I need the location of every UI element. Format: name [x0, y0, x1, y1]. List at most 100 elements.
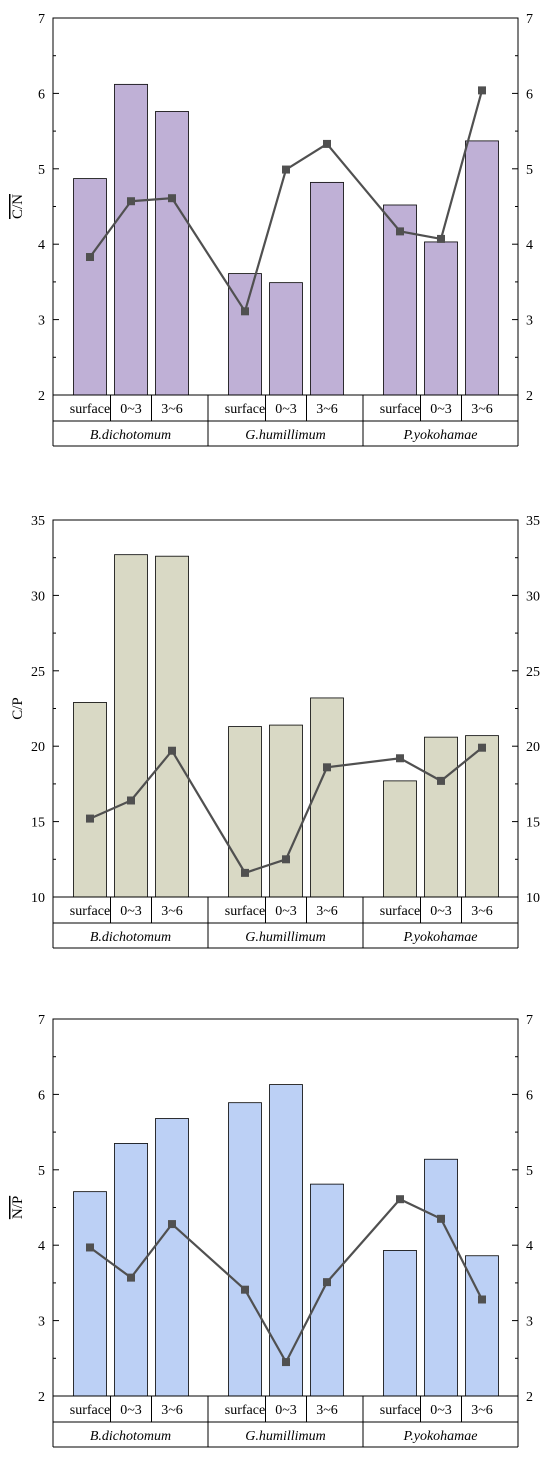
left-tick-label-2-4: 25: [31, 665, 45, 680]
line-point-1-8: [437, 234, 445, 243]
line-point-2-1: [86, 814, 94, 823]
line-point-1-6: [323, 139, 331, 148]
left-tick-label-1-2: 3: [38, 314, 45, 329]
line-point-2-8: [437, 776, 445, 785]
category-label-1-1: surface: [70, 402, 110, 417]
bar-3-3: [155, 1118, 189, 1397]
category-label-1-7: surface: [380, 402, 420, 417]
category-label-2-7: surface: [380, 904, 420, 919]
line-point-1-3: [168, 194, 176, 203]
right-tick-label-2-6: 35: [526, 514, 540, 529]
category-label-2-1: surface: [70, 904, 110, 919]
y-axis-label-3: N/P: [10, 1196, 26, 1219]
line-point-2-4: [241, 868, 249, 877]
left-tick-label-2-5: 30: [31, 589, 45, 604]
bar-2-5: [269, 724, 303, 898]
right-tick-label-3-1: 2: [526, 1390, 533, 1405]
category-label-1-2: 0~3: [120, 402, 142, 417]
left-tick-label-3-2: 3: [38, 1315, 45, 1330]
bar-1-7: [383, 204, 417, 396]
left-tick-label-2-6: 35: [31, 514, 45, 529]
left-tick-label-3-1: 2: [38, 1390, 45, 1405]
left-tick-label-3-6: 7: [38, 1013, 45, 1028]
group-label-1-2: G.humillimum: [245, 428, 326, 443]
bar-2-8: [424, 736, 458, 898]
line-point-1-2: [127, 197, 135, 206]
right-tick-label-2-1: 10: [526, 891, 540, 906]
left-tick-label-1-1: 2: [38, 389, 45, 404]
right-tick-label-1-6: 7: [526, 12, 533, 27]
line-point-3-5: [282, 1358, 290, 1367]
line-point-1-1: [86, 253, 94, 262]
category-label-2-6: 3~6: [316, 904, 338, 919]
chart-panel-3: 2 2 3 3 4 4 5 5 6 6 7 7 N/P surface 0~3 3~6 surface 0~3 3~…: [10, 1013, 533, 1448]
bar-1-6: [310, 181, 344, 396]
bar-1-9: [465, 140, 499, 396]
bar-2-6: [310, 697, 344, 898]
line-point-3-4: [241, 1285, 249, 1294]
right-tick-label-3-5: 6: [526, 1088, 533, 1103]
category-label-2-9: 3~6: [471, 904, 493, 919]
bar-1-8: [424, 241, 458, 396]
bar-1-2: [114, 83, 148, 396]
left-tick-label-1-6: 7: [38, 12, 45, 27]
bar-2-7: [383, 780, 417, 898]
chart-panel-1: 2 2 3 3 4 4 5 5 6 6 7 7 C/N surface 0~3 3~6 surface 0~3 3~…: [10, 12, 533, 447]
line-point-1-5: [282, 165, 290, 174]
left-tick-label-1-4: 5: [38, 163, 45, 178]
category-label-2-4: surface: [225, 904, 265, 919]
bar-3-5: [269, 1084, 303, 1397]
bar-2-1: [73, 702, 107, 898]
line-point-3-2: [127, 1273, 135, 1282]
left-tick-label-3-3: 4: [38, 1239, 45, 1254]
line-point-2-7: [396, 754, 404, 763]
bar-2-9: [465, 735, 499, 898]
line-point-2-6: [323, 763, 331, 772]
line-point-3-1: [86, 1243, 94, 1252]
category-label-3-8: 0~3: [430, 1403, 452, 1418]
group-label-2-3: P.yokohamae: [403, 930, 478, 945]
bar-3-1: [73, 1191, 107, 1397]
category-label-1-4: surface: [225, 402, 265, 417]
line-point-2-2: [127, 796, 135, 805]
right-tick-label-3-4: 5: [526, 1164, 533, 1179]
series-line-1: [89, 90, 484, 314]
category-label-2-3: 3~6: [161, 904, 183, 919]
right-tick-label-1-5: 6: [526, 87, 533, 102]
line-point-3-9: [478, 1295, 486, 1304]
line-point-3-8: [437, 1214, 445, 1223]
bar-3-4: [228, 1102, 262, 1397]
group-label-3-1: B.dichotomum: [90, 1429, 171, 1444]
bar-1-3: [155, 111, 189, 396]
line-point-2-5: [282, 855, 290, 864]
right-tick-label-2-2: 15: [526, 816, 540, 831]
group-label-3-2: G.humillimum: [245, 1429, 326, 1444]
group-label-1-1: B.dichotomum: [90, 428, 171, 443]
group-label-2-1: B.dichotomum: [90, 930, 171, 945]
category-label-2-5: 0~3: [275, 904, 297, 919]
right-tick-label-1-2: 3: [526, 314, 533, 329]
bar-2-2: [114, 554, 148, 898]
line-point-3-7: [396, 1195, 404, 1204]
left-tick-label-3-4: 5: [38, 1164, 45, 1179]
bar-3-6: [310, 1183, 344, 1397]
bar-1-1: [73, 178, 107, 396]
chart-panel-2: 10 10 15 15 20 20 25 25 30 30 35 35 C/P surface 0~3 3~6…: [10, 514, 540, 949]
category-label-1-5: 0~3: [275, 402, 297, 417]
y-axis-label-2: C/P: [10, 697, 26, 720]
category-label-3-5: 0~3: [275, 1403, 297, 1418]
left-tick-label-2-3: 20: [31, 740, 45, 755]
category-label-2-8: 0~3: [430, 904, 452, 919]
right-tick-label-1-1: 2: [526, 389, 533, 404]
category-label-3-2: 0~3: [120, 1403, 142, 1418]
line-point-2-3: [168, 746, 176, 755]
line-point-2-9: [478, 743, 486, 752]
right-tick-label-2-4: 25: [526, 665, 540, 680]
line-point-1-4: [241, 307, 249, 316]
category-label-3-6: 3~6: [316, 1403, 338, 1418]
right-tick-label-1-3: 4: [526, 238, 533, 253]
left-tick-label-1-5: 6: [38, 87, 45, 102]
right-tick-label-2-5: 30: [526, 589, 540, 604]
group-label-3-3: P.yokohamae: [403, 1429, 478, 1444]
